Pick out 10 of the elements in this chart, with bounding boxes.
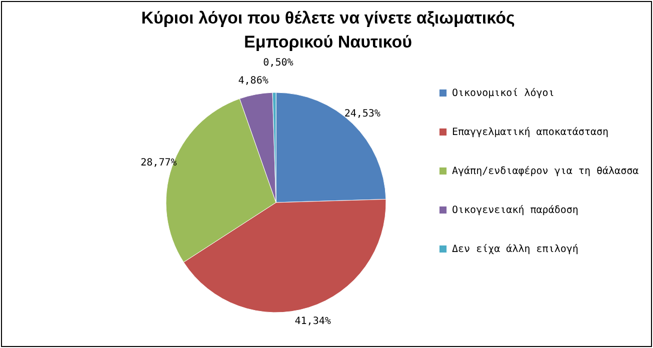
data-label: 41,34% bbox=[294, 316, 331, 327]
legend-label: Δεν είχα άλλη επιλογή bbox=[452, 244, 578, 255]
legend-label: Αγάπη/ενδιαφέρον για τη θάλασσα bbox=[452, 166, 639, 177]
data-label: 24,53% bbox=[344, 108, 380, 120]
data-label: 4,86% bbox=[238, 76, 268, 87]
data-label: 0,50% bbox=[263, 58, 294, 69]
chart-title: Κύριοι λόγοι που θέλετε να γίνετε αξιωματικός Εμπορικού Ναυτικού bbox=[141, 8, 515, 52]
legend-label: Οικονομικοί λόγοι bbox=[452, 88, 554, 99]
legend-label: Οικογενειακή παράδοση bbox=[452, 205, 578, 216]
legend-label: Επαγγελματική αποκατάσταση bbox=[452, 127, 609, 138]
